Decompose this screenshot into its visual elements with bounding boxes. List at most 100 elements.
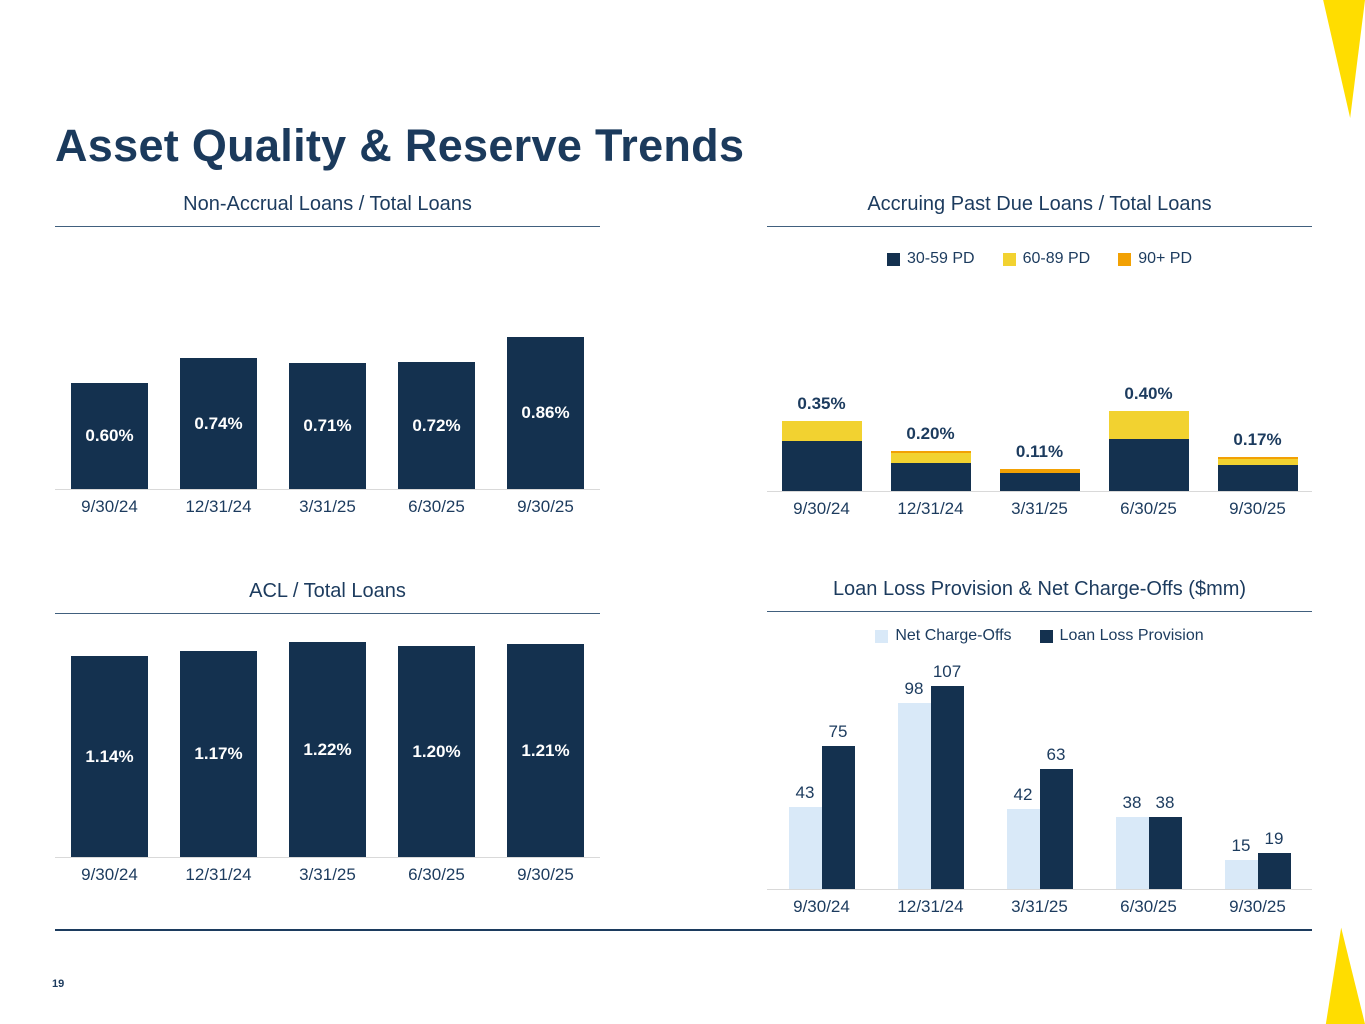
- legend-item: 60-89 PD: [1002, 250, 1090, 268]
- bar-segment: [1217, 459, 1298, 465]
- bar-value-label: 63: [1046, 745, 1066, 764]
- total-value-label: 0.20%: [906, 424, 955, 443]
- bar-column: 107: [930, 662, 964, 889]
- bar-segment: [1217, 457, 1298, 459]
- x-axis-label: 6/30/25: [1120, 499, 1177, 518]
- bar: 1.14%: [71, 656, 148, 857]
- legend-item: 30-59 PD: [887, 250, 975, 268]
- stacked-bar: [1108, 411, 1189, 491]
- stacked-bar: [890, 451, 971, 491]
- bar: [1006, 809, 1040, 889]
- bar-group: 0.17%: [1203, 269, 1312, 491]
- x-axis-label: 12/31/24: [185, 497, 252, 516]
- plot-area: 0.60% 0.74% 0.71% 0.72% 0.86%: [55, 227, 600, 490]
- bar-column: 63: [1039, 745, 1073, 889]
- plot-area: 43 75 98 107 42 63 38 38 15 19: [767, 646, 1312, 890]
- legend-label: Loan Loss Provision: [1059, 627, 1204, 644]
- bar: 0.72%: [398, 362, 475, 489]
- chart-non-accrual-loans: Non-Accrual Loans / Total Loans 0.60% 0.7…: [55, 193, 600, 517]
- legend-marker-icon: [1039, 629, 1053, 643]
- bar-group: 98 107: [876, 646, 985, 889]
- page-number: 19: [52, 978, 65, 990]
- slide-title: Asset Quality & Reserve Trends: [55, 120, 745, 171]
- bar-column: 38: [1148, 793, 1182, 889]
- bar-segment: [781, 441, 862, 491]
- bar-column: 98: [897, 679, 931, 889]
- total-value-label: 0.35%: [797, 394, 846, 413]
- chart-title: ACL / Total Loans: [55, 580, 600, 614]
- chart-accruing-past-due: Accruing Past Due Loans / Total Loans 30…: [767, 193, 1312, 519]
- bar-group: 1.14%: [55, 614, 164, 857]
- bar-group: 0.11%: [985, 269, 1094, 491]
- bar-pair: 38 38: [1115, 793, 1182, 889]
- bar-value-label: 0.86%: [521, 403, 570, 422]
- bar-group: 43 75: [767, 646, 876, 889]
- x-axis-label: 12/31/24: [897, 897, 964, 916]
- x-axis-label: 6/30/25: [408, 497, 465, 516]
- chart-acl-total-loans: ACL / Total Loans 1.14% 1.17% 1.22% 1.20% 1.…: [55, 580, 600, 885]
- legend-marker-icon: [1002, 252, 1016, 266]
- x-axis-labels: 9/30/24 12/31/24 3/31/25 6/30/25 9/30/25: [767, 499, 1312, 519]
- bar: [930, 686, 964, 889]
- bar-value-label: 1.17%: [194, 744, 243, 763]
- stacked-bar: [999, 469, 1080, 491]
- bar-pair: 15 19: [1224, 829, 1291, 889]
- x-axis-label: 9/30/25: [517, 865, 574, 884]
- bar-value-label: 1.22%: [303, 739, 352, 759]
- bar: 0.74%: [180, 358, 257, 489]
- bar-group: 0.20%: [876, 269, 985, 491]
- bar-group: 15 19: [1203, 646, 1312, 889]
- bar-column: 19: [1257, 829, 1291, 889]
- stacked-bar: [781, 421, 862, 491]
- bar-value-label: 1.14%: [85, 746, 134, 766]
- bar-group: 1.20%: [382, 614, 491, 857]
- legend: 30-59 PD 60-89 PD 90+ PD: [767, 249, 1312, 269]
- bar-column: 15: [1224, 836, 1258, 889]
- legend-item: 90+ PD: [1118, 250, 1192, 268]
- x-axis-label: 12/31/24: [897, 499, 964, 518]
- bar: 0.86%: [507, 337, 584, 489]
- x-axis-labels: 9/30/24 12/31/24 3/31/25 6/30/25 9/30/25: [55, 497, 600, 517]
- bar: 1.20%: [398, 646, 475, 857]
- bar-group: 1.17%: [164, 614, 273, 857]
- bar-segment: [890, 453, 971, 463]
- x-axis-label: 12/31/24: [185, 865, 252, 884]
- x-axis-label: 9/30/24: [793, 499, 850, 518]
- bar-value-label: 38: [1155, 793, 1175, 812]
- legend-marker-icon: [887, 252, 900, 266]
- bar-value-label: 0.60%: [85, 426, 134, 445]
- bar-column: 38: [1115, 793, 1149, 889]
- bar-segment: [999, 473, 1080, 491]
- footer-rule: [55, 929, 1312, 931]
- x-axis-label: 9/30/25: [1229, 499, 1286, 518]
- bar: [897, 703, 931, 889]
- bar-group: 0.74%: [164, 227, 273, 489]
- bar-pair: 98 107: [897, 662, 964, 889]
- bar-column: 43: [788, 783, 822, 889]
- bar-segment: [890, 451, 971, 453]
- chart-title: Non-Accrual Loans / Total Loans: [55, 193, 600, 227]
- legend-item: Loan Loss Provision: [1039, 627, 1204, 645]
- total-value-label: 0.11%: [1015, 442, 1064, 461]
- bar-column: 75: [821, 722, 855, 889]
- chart-area: 0.60% 0.74% 0.71% 0.72% 0.86% 9/30/24 12/31/2…: [55, 227, 600, 517]
- chart-title: Accruing Past Due Loans / Total Loans: [767, 193, 1312, 227]
- bar-segment: [781, 421, 862, 441]
- x-axis-label: 3/31/25: [299, 497, 356, 516]
- x-axis-labels: 9/30/24 12/31/24 3/31/25 6/30/25 9/30/25: [55, 865, 600, 885]
- legend-marker-icon: [875, 629, 889, 643]
- legend-label: 90+ PD: [1138, 250, 1192, 267]
- bar: 1.22%: [289, 642, 366, 857]
- x-axis-label: 3/31/25: [1011, 499, 1068, 518]
- bar-group: 0.71%: [273, 227, 382, 489]
- bar-group: 1.21%: [491, 614, 600, 857]
- bar-value-label: 1.21%: [521, 740, 570, 760]
- bar-segment: [1108, 439, 1189, 491]
- bar-value-label: 43: [795, 783, 815, 802]
- bar: [1115, 817, 1149, 889]
- bar-group: 0.86%: [491, 227, 600, 489]
- plot-area: 1.14% 1.17% 1.22% 1.20% 1.21%: [55, 614, 600, 858]
- plot-area: 0.35% 0.20% 0.11% 0.40% 0.17%: [767, 269, 1312, 492]
- bar: 1.21%: [507, 644, 584, 857]
